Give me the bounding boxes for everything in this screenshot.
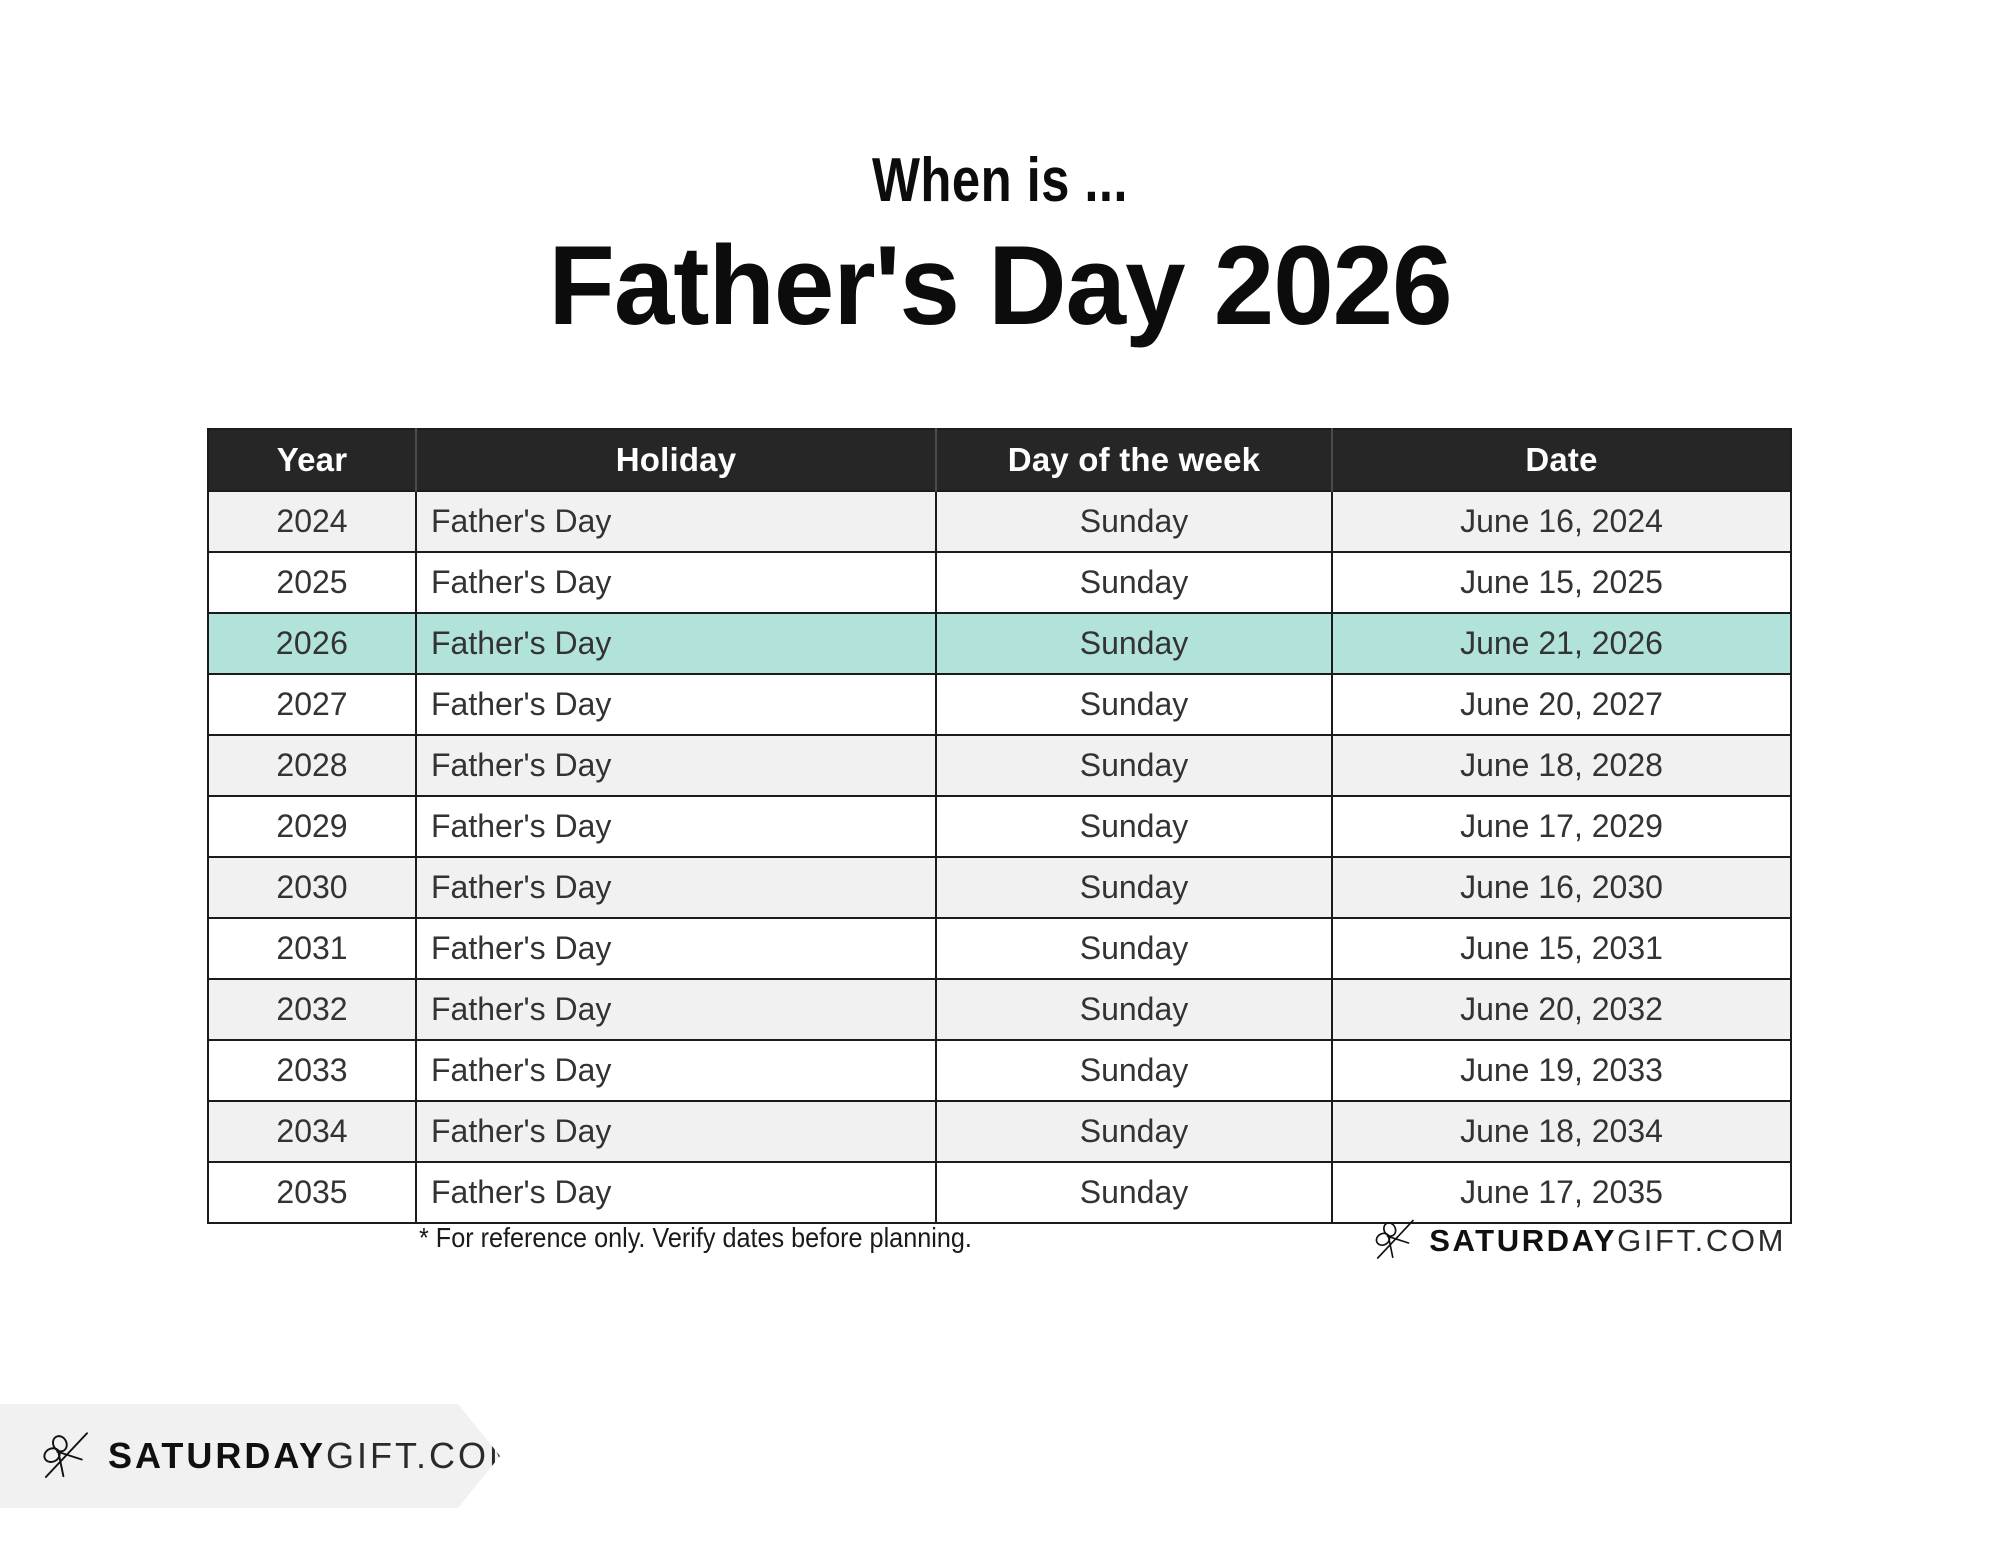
table-row: 2031 Father's Day Sunday June 15, 2031 (208, 917, 1791, 979)
cell-holiday: Father's Day (416, 1039, 937, 1101)
cell-date: June 21, 2026 (1332, 612, 1791, 674)
holiday-table-wrapper: Year Holiday Day of the week Date 2024 F… (207, 428, 1792, 1224)
cell-dow: Sunday (936, 612, 1333, 674)
table-row-highlighted: 2026 Father's Day Sunday June 21, 2026 (208, 612, 1791, 674)
cell-holiday: Father's Day (416, 856, 937, 918)
cell-dow: Sunday (936, 734, 1333, 796)
cell-holiday: Father's Day (416, 612, 937, 674)
table-body: 2024 Father's Day Sunday June 16, 2024 2… (208, 490, 1791, 1223)
cell-date: June 18, 2028 (1332, 734, 1791, 796)
scissors-icon (43, 1432, 88, 1478)
cell-holiday: Father's Day (416, 917, 937, 979)
logo-light-part: GIFT.COM (1617, 1222, 1786, 1258)
cell-dow: Sunday (936, 1100, 1333, 1162)
table-footer: * For reference only. Verify dates befor… (207, 1216, 1790, 1276)
cell-year: 2025 (208, 551, 417, 613)
cell-year: 2032 (208, 978, 417, 1040)
table-row: 2035 Father's Day Sunday June 17, 2035 (208, 1161, 1791, 1223)
table-row: 2027 Father's Day Sunday June 20, 2027 (208, 673, 1791, 735)
cell-year: 2035 (208, 1161, 417, 1223)
cell-year: 2029 (208, 795, 417, 857)
cell-date: June 16, 2030 (1332, 856, 1791, 918)
table-row: 2029 Father's Day Sunday June 17, 2029 (208, 795, 1791, 857)
cell-date: June 20, 2027 (1332, 673, 1791, 735)
column-header-date: Date (1332, 429, 1791, 491)
cell-dow: Sunday (936, 673, 1333, 735)
logo-bold-part: SATURDAY (1429, 1222, 1618, 1258)
table-row: 2025 Father's Day Sunday June 15, 2025 (208, 551, 1791, 613)
cell-holiday: Father's Day (416, 490, 937, 552)
cell-date: June 17, 2035 (1332, 1161, 1791, 1223)
cell-dow: Sunday (936, 490, 1333, 552)
cell-holiday: Father's Day (416, 1161, 937, 1223)
cell-date: June 17, 2029 (1332, 795, 1791, 857)
cell-dow: Sunday (936, 917, 1333, 979)
scissors-icon (1375, 1219, 1415, 1259)
table-row: 2033 Father's Day Sunday June 19, 2033 (208, 1039, 1791, 1101)
cell-date: June 18, 2034 (1332, 1100, 1791, 1162)
table-row: 2034 Father's Day Sunday June 18, 2034 (208, 1100, 1791, 1162)
table-header-row: Year Holiday Day of the week Date (208, 429, 1791, 491)
cell-date: June 15, 2025 (1332, 551, 1791, 613)
cell-year: 2034 (208, 1100, 417, 1162)
cell-date: June 15, 2031 (1332, 917, 1791, 979)
cell-holiday: Father's Day (416, 795, 937, 857)
cell-dow: Sunday (936, 1039, 1333, 1101)
logo-wordmark: SATURDAYGIFT.COM (108, 1435, 523, 1476)
cell-year: 2024 (208, 490, 417, 552)
logo-light-part: GIFT.COM (326, 1435, 523, 1476)
logo-wordmark: SATURDAYGIFT.COM (1429, 1225, 1786, 1256)
cell-holiday: Father's Day (416, 734, 937, 796)
cell-date: June 20, 2032 (1332, 978, 1791, 1040)
saturdaygift-logo: SATURDAYGIFT.COM (1371, 1216, 1786, 1264)
footnote-text: * For reference only. Verify dates befor… (419, 1222, 972, 1253)
page-title: Father's Day 2026 (548, 223, 1452, 348)
cell-date: June 16, 2024 (1332, 490, 1791, 552)
cell-holiday: Father's Day (416, 978, 937, 1040)
table-row: 2032 Father's Day Sunday June 20, 2032 (208, 978, 1791, 1040)
logo-bold-part: SATURDAY (108, 1435, 327, 1476)
cell-dow: Sunday (936, 1161, 1333, 1223)
cell-holiday: Father's Day (416, 1100, 937, 1162)
eyebrow-text: When is ... (872, 146, 1128, 215)
table-header: Year Holiday Day of the week Date (208, 429, 1791, 491)
cell-dow: Sunday (936, 978, 1333, 1040)
holiday-table: Year Holiday Day of the week Date 2024 F… (207, 428, 1792, 1224)
cell-year: 2030 (208, 856, 417, 918)
column-header-dow: Day of the week (936, 429, 1333, 491)
table-row: 2024 Father's Day Sunday June 16, 2024 (208, 490, 1791, 552)
cell-holiday: Father's Day (416, 673, 937, 735)
cell-year: 2026 (208, 612, 417, 674)
table-row: 2028 Father's Day Sunday June 18, 2028 (208, 734, 1791, 796)
cell-year: 2031 (208, 917, 417, 979)
cell-holiday: Father's Day (416, 551, 937, 613)
brand-badge: SATURDAYGIFT.COM (0, 1404, 500, 1508)
table-row: 2030 Father's Day Sunday June 16, 2030 (208, 856, 1791, 918)
column-header-holiday: Holiday (416, 429, 937, 491)
cell-year: 2033 (208, 1039, 417, 1101)
cell-dow: Sunday (936, 551, 1333, 613)
cell-date: June 19, 2033 (1332, 1039, 1791, 1101)
cell-year: 2027 (208, 673, 417, 735)
title-block: When is ... Father's Day 2026 (0, 150, 2000, 355)
cell-dow: Sunday (936, 856, 1333, 918)
column-header-year: Year (208, 429, 417, 491)
cell-dow: Sunday (936, 795, 1333, 857)
cell-year: 2028 (208, 734, 417, 796)
